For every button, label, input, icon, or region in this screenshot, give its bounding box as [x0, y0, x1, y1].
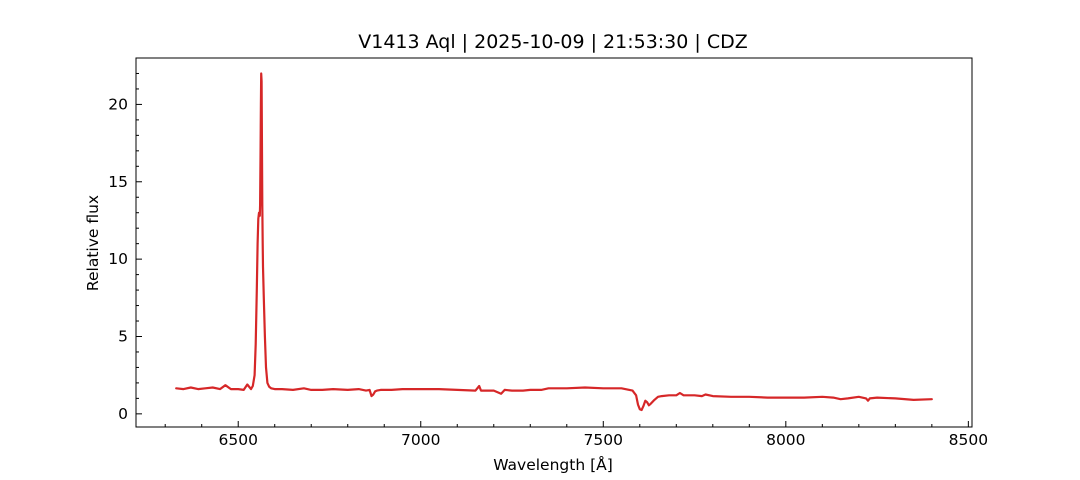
y-tick-label: 0 [118, 405, 128, 423]
y-tick-label: 10 [108, 250, 128, 268]
plot-area [175, 72, 933, 412]
x-axis-label: Wavelength [Å] [493, 455, 613, 474]
x-tick-label: 7500 [584, 431, 623, 449]
x-tick-label: 7000 [401, 431, 440, 449]
axis-ticks: 6500 7000 7500 8000 8500 0 5 10 15 20 [108, 57, 988, 449]
x-tick-label: 6500 [218, 431, 257, 449]
y-axis-label: Relative flux [84, 195, 102, 291]
y-tick-label: 20 [108, 95, 128, 113]
x-tick-label: 8500 [949, 431, 988, 449]
chart-title: V1413 Aql | 2025-10-09 | 21:53:30 | CDZ [358, 31, 748, 53]
plot-frame [135, 57, 973, 428]
x-tick-label: 8000 [766, 431, 805, 449]
spectrum-line [175, 72, 933, 412]
y-tick-label: 5 [118, 327, 128, 345]
y-tick-label: 15 [108, 173, 128, 191]
